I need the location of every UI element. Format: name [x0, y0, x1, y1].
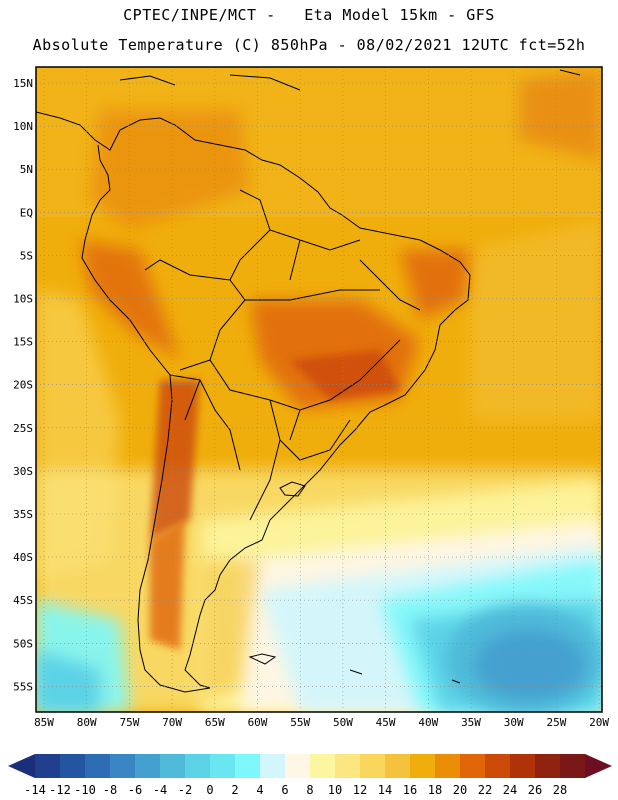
colorbar-swatch: [135, 754, 161, 778]
colorbar-tick-label: 20: [453, 783, 467, 797]
colorbar-tick-label: 6: [281, 783, 288, 797]
lat-label: 10S: [13, 293, 33, 306]
map-frame: [35, 66, 603, 713]
colorbar-swatch: [560, 754, 586, 778]
lat-label: 40S: [13, 551, 33, 564]
lon-label: 65W: [205, 716, 225, 729]
lon-label: 55W: [290, 716, 310, 729]
colorbar-tick-label: 0: [206, 783, 213, 797]
colorbar-swatch: [385, 754, 411, 778]
colorbar-swatch: [185, 754, 211, 778]
lat-label: 5S: [20, 249, 33, 262]
lon-label: 40W: [418, 716, 438, 729]
colorbar-swatch: [160, 754, 186, 778]
colorbar-tick-label: 14: [378, 783, 392, 797]
lon-label: 80W: [77, 716, 97, 729]
colorbar-tick-label: -12: [49, 783, 71, 797]
colorbar-tick-label: 26: [528, 783, 542, 797]
colorbar-swatch: [335, 754, 361, 778]
colorbar-swatch: [435, 754, 461, 778]
title-model: CPTEC/INPE/MCT - Eta Model 15km - GFS: [123, 6, 495, 24]
lat-label: 50S: [13, 637, 33, 650]
colorbar-tick-label: 24: [503, 783, 517, 797]
lat-label: 55S: [13, 680, 33, 693]
colorbar-right-arrow: [585, 754, 612, 778]
colorbar-swatch: [485, 754, 511, 778]
lat-label: 20S: [13, 379, 33, 392]
colorbar-tick-label: -10: [74, 783, 96, 797]
lon-label: 70W: [162, 716, 182, 729]
lon-label: 25W: [546, 716, 566, 729]
colorbar-swatch: [110, 754, 136, 778]
field-layer: [36, 67, 602, 712]
colorbar-swatch: [85, 754, 111, 778]
colorbar-tick-label: -6: [128, 783, 142, 797]
lat-label: 35S: [13, 508, 33, 521]
lat-label: 25S: [13, 422, 33, 435]
colorbar-tick-label: 2: [231, 783, 238, 797]
colorbar-tick-label: -14: [24, 783, 46, 797]
colorbar-tick-label: 22: [478, 783, 492, 797]
lon-label: 85W: [34, 716, 54, 729]
colorbar-swatch: [60, 754, 86, 778]
longitude-labels: 85W 80W 75W 70W 65W 60W 55W 50W 45W 40W 35W 30W 25W 2…: [34, 716, 609, 729]
colorbar-tick-label: -2: [178, 783, 192, 797]
lat-label: 5N: [20, 163, 33, 176]
lat-label: 45S: [13, 594, 33, 607]
colorbar-tick-label: -8: [103, 783, 117, 797]
colorbar-tick-label: 28: [553, 783, 567, 797]
colorbar-swatch: [510, 754, 536, 778]
colorbar-swatch: [310, 754, 336, 778]
colorbar-tick-label: 12: [353, 783, 367, 797]
lon-label: 30W: [504, 716, 524, 729]
lon-label: 60W: [248, 716, 268, 729]
colorbar-swatch: [210, 754, 236, 778]
colorbar-swatch: [410, 754, 436, 778]
colorbar-swatch: [35, 754, 61, 778]
colorbar-tick-label: -4: [153, 783, 167, 797]
coastlines: [36, 69, 581, 693]
colorbar-tick-label: 8: [306, 783, 313, 797]
lon-label: 35W: [461, 716, 481, 729]
colorbar-swatch: [535, 754, 561, 778]
lat-label: EQ: [20, 206, 33, 219]
colorbar-swatch: [360, 754, 386, 778]
lon-label: 75W: [119, 716, 139, 729]
colorbar-swatches: [35, 754, 586, 778]
colorbar-swatch: [260, 754, 286, 778]
lat-label: 10N: [13, 120, 33, 133]
colorbar: -14 -12 -10 -8 -6 -4 -2 0 2 4 6 8 10 12 14 16 18 20 22 24 26…: [8, 754, 612, 797]
lat-label: 30S: [13, 465, 33, 478]
lon-label: 45W: [376, 716, 396, 729]
colorbar-tick-label: 4: [256, 783, 263, 797]
lat-label: 15S: [13, 336, 33, 349]
title-variable: Absolute Temperature (C) 850hPa - 08/02/…: [32, 36, 586, 54]
colorbar-tick-label: 18: [428, 783, 442, 797]
lon-label: 50W: [333, 716, 353, 729]
colorbar-swatch: [235, 754, 261, 778]
colorbar-left-arrow: [8, 754, 35, 778]
latitude-labels: 15N 10N 5N EQ 5S 10S 15S 20S 25S 30S 35S 40S 45S 50S 5…: [13, 77, 33, 693]
lon-label: 20W: [589, 716, 609, 729]
colorbar-tick-label: 10: [328, 783, 342, 797]
lat-label: 15N: [13, 77, 33, 90]
colorbar-tick-label: 16: [403, 783, 417, 797]
colorbar-tick-labels: -14 -12 -10 -8 -6 -4 -2 0 2 4 6 8 10 12 14 16 18 20 22 24 26…: [24, 783, 567, 797]
colorbar-swatch: [285, 754, 311, 778]
colorbar-swatch: [460, 754, 486, 778]
